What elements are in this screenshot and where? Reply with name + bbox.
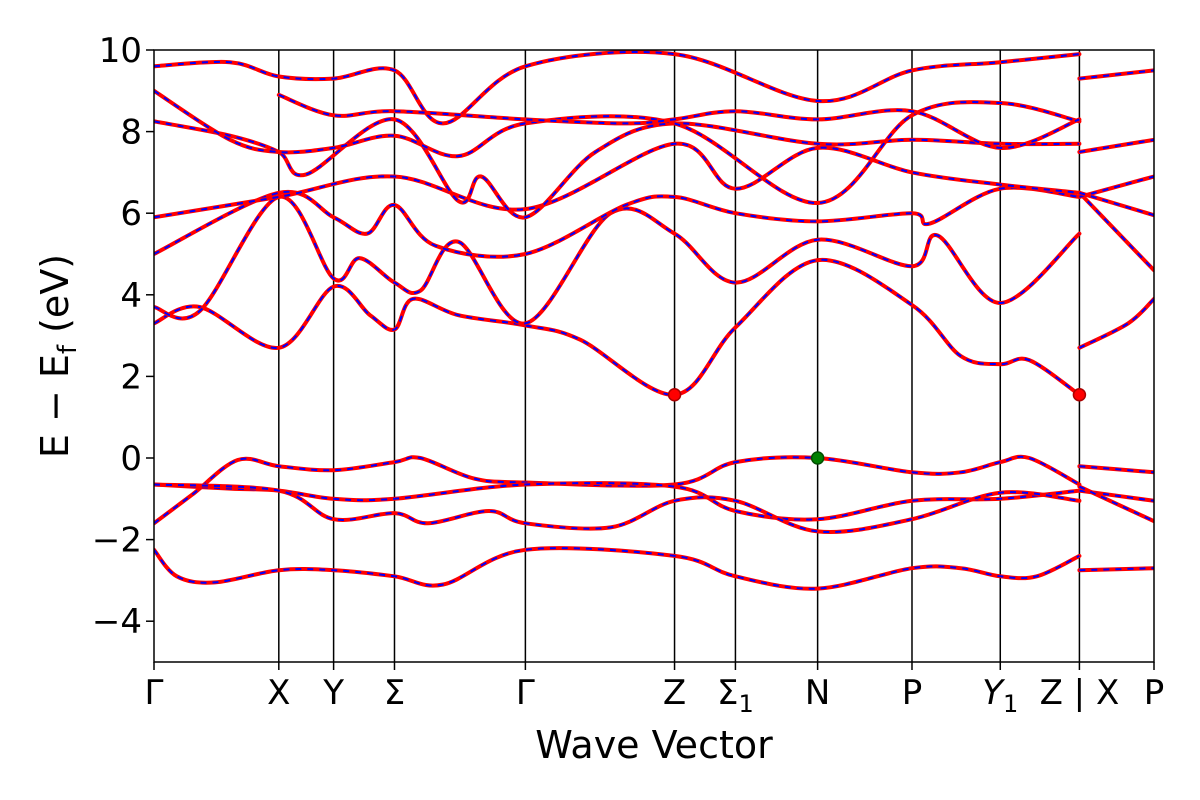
band-line xyxy=(154,185,1082,259)
band-line-dashed xyxy=(1078,485,1154,523)
band-line-dashed xyxy=(1079,489,1154,502)
band-line-dashed xyxy=(154,482,1080,521)
cbm-marker xyxy=(1072,388,1087,402)
vbm-marker xyxy=(810,451,825,465)
band-line-dashed xyxy=(154,547,1080,590)
x-axis-title: Wave Vector xyxy=(535,723,773,767)
y-tick-label: −4 xyxy=(92,602,142,642)
band-line xyxy=(1077,296,1154,350)
band-line xyxy=(154,194,1082,326)
x-axis-ticks: Γ X Y Σ Γ Z Σ1 N P Y1 Z | X P xyxy=(145,662,1165,718)
band-line xyxy=(154,546,1082,591)
band-line-dashed xyxy=(1079,567,1154,572)
band-line xyxy=(154,88,1082,206)
y-tick-label: 4 xyxy=(120,276,142,316)
x-tick-label: P xyxy=(902,673,923,713)
band-lines xyxy=(154,50,1154,591)
band-line-dashed xyxy=(154,483,1080,533)
y-tick-label: −2 xyxy=(92,521,142,561)
band-line-dashed xyxy=(154,142,1080,219)
band-line-dashed xyxy=(1079,69,1154,80)
x-tick-label: Y xyxy=(322,673,344,713)
plot-frame xyxy=(153,49,1155,663)
band-extrema-markers xyxy=(667,388,1087,465)
band-line xyxy=(154,50,1082,126)
x-tick-label: P xyxy=(1144,673,1165,713)
x-tick-label: Γ xyxy=(145,673,164,713)
band-line-dashed xyxy=(154,258,1080,396)
y-tick-label: 6 xyxy=(120,194,142,234)
band-line-dashed xyxy=(1079,191,1154,217)
cbm-marker xyxy=(667,388,682,402)
y-axis-ticks: −4 −2 0 2 4 6 8 10 xyxy=(92,31,154,642)
x-tick-label: N xyxy=(805,673,830,713)
y-axis-title-subscript: f xyxy=(53,344,83,354)
y-axis-title-main: E − E xyxy=(33,354,77,458)
x-tick-label: Σ1 xyxy=(717,673,754,718)
y-axis-title: E − Ef (eV) xyxy=(33,254,83,458)
x-tick-label: X xyxy=(267,673,290,713)
x-tick-label: Z xyxy=(663,673,686,713)
band-line-dashed xyxy=(154,50,1080,125)
y-tick-label: 2 xyxy=(120,357,142,397)
kpoint-lines xyxy=(278,50,1081,662)
band-line xyxy=(154,454,1082,526)
y-tick-label: 8 xyxy=(120,113,142,153)
band-line-dashed xyxy=(1078,298,1154,349)
x-tick-label: Σ xyxy=(384,673,405,713)
x-tick-label: Γ xyxy=(516,673,535,713)
band-line-dashed xyxy=(1079,138,1154,153)
x-tick-label: Y1 xyxy=(982,673,1018,718)
band-line-dashed xyxy=(154,455,1080,525)
band-line-dashed xyxy=(154,118,1080,219)
band-line xyxy=(154,257,1082,397)
y-tick-label: 0 xyxy=(120,439,142,479)
y-axis-title-unit: (eV) xyxy=(33,254,77,345)
band-line-dashed xyxy=(278,93,1080,149)
band-line-dashed xyxy=(154,89,1080,205)
band-line-dashed xyxy=(154,186,1080,258)
band-line-dashed xyxy=(1079,465,1154,474)
band-line-dashed xyxy=(154,195,1081,325)
y-tick-label: 10 xyxy=(99,31,142,71)
x-tick-label: Z | X xyxy=(1040,673,1120,713)
band-line-dashed xyxy=(1078,192,1154,271)
band-line xyxy=(154,481,1082,522)
